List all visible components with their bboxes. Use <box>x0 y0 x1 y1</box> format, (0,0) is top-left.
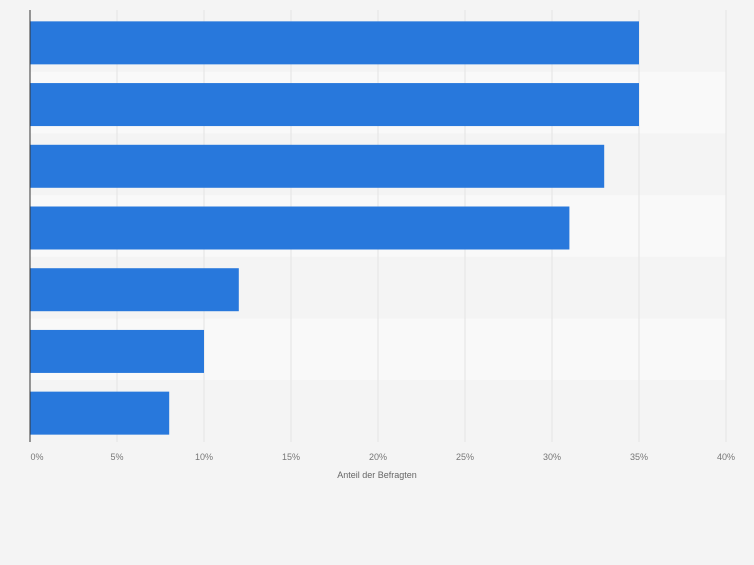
x-tick-label: 30% <box>543 452 561 462</box>
x-tick-label: 20% <box>369 452 387 462</box>
bar[interactable] <box>30 329 204 373</box>
x-tick-label: 15% <box>282 452 300 462</box>
x-tick-labels: 0% 5% 10% 15% 20% 25% 30% 35% 40% <box>30 452 735 462</box>
bar[interactable] <box>30 206 570 250</box>
x-tick-label: 0% <box>30 452 43 462</box>
x-tick-label: 10% <box>195 452 213 462</box>
x-tick-label: 40% <box>717 452 735 462</box>
x-tick-label: 35% <box>630 452 648 462</box>
bar[interactable] <box>30 21 639 65</box>
bar[interactable] <box>30 83 639 127</box>
bars <box>30 21 639 435</box>
x-tick-label: 5% <box>110 452 123 462</box>
x-axis-label: Anteil der Befragten <box>337 470 417 480</box>
bar[interactable] <box>30 268 239 312</box>
x-tick-label: 25% <box>456 452 474 462</box>
bar[interactable] <box>30 144 605 188</box>
bar[interactable] <box>30 391 170 435</box>
